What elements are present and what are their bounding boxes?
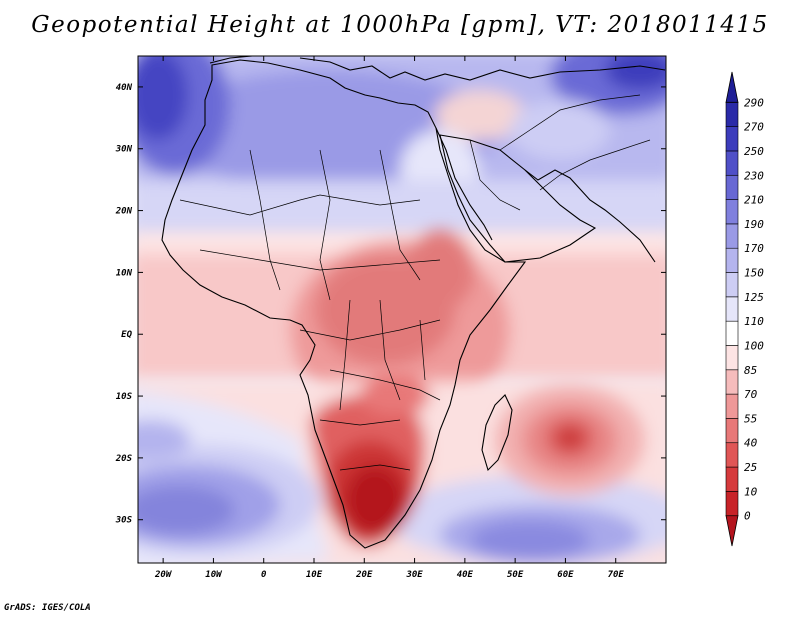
colorbar-label: 110 [744,315,764,328]
colorbar-label: 25 [744,461,757,474]
colorbar-cell [725,491,739,516]
plot-frame [137,55,667,564]
colorbar-cell [725,102,739,127]
x-tick-label: 10W [205,570,223,580]
y-tick-label: 20N [115,207,133,217]
height-field [138,56,666,563]
colorbar-cell [725,126,739,152]
colorbar-label: 170 [744,242,764,255]
colorbar-label: 40 [744,437,758,450]
y-tick-label: 30S [115,516,133,526]
colorbar: 0 10 25 40 55 70 85 100 110 125 150 170 190 210 230 250… [725,71,764,547]
colorbar-cell [725,320,739,346]
colorbar-label: 210 [744,194,764,207]
y-tick-label: 20S [115,454,133,464]
colorbar-label: 190 [744,218,764,231]
colorbar-label: 250 [744,145,764,158]
grads-credit: GrADS: IGES/COLA [4,603,91,613]
x-tick-label: 40E [457,570,474,580]
country-borders [179,94,651,471]
colorbar-cell [725,71,739,103]
colorbar-label: 290 [744,96,764,109]
x-tick-label: 20E [355,570,373,580]
colorbar-cell [725,223,739,249]
x-tick-label: 50E [507,570,524,580]
colorbar-cell [725,515,739,547]
x-tick-label: 10E [306,570,323,580]
madagascar [481,394,513,472]
colorbar-cell [725,418,739,444]
chart-title: Geopotential Height at 1000hPa [gpm], VT… [31,12,769,38]
mediterranean-north [209,56,666,81]
y-tick-label: 10N [116,268,133,278]
y-axis: 40N 30N 20N 10N EQ 10S 20S 30S [115,83,666,526]
southern-field [138,375,666,563]
x-tick-label: 20W [154,570,173,580]
y-tick-label: 40N [116,83,133,93]
colorbar-cell [725,272,739,298]
colorbar-label: 55 [744,412,757,425]
colorbar-cell [725,393,739,419]
x-tick-label: 70E [608,570,625,580]
y-tick-label: 30N [115,145,133,155]
arabian-peninsula [439,134,597,263]
x-tick-label: 60E [557,570,574,580]
colorbar-label: 10 [744,485,758,498]
colorbar-label: 100 [744,339,764,352]
colorbar-cell [725,247,739,273]
colorbar-cell [725,369,739,395]
colorbar-label: 70 [744,388,758,401]
africa-coastline [161,59,527,549]
colorbar-cell [725,466,739,492]
colorbar-label: 150 [744,267,764,280]
x-tick-label: 30E [405,570,423,580]
colorbar-cell [725,345,739,371]
colorbar-label: 0 [744,510,751,523]
x-axis: 20W 10W 0 10E 20E 30E 40E 50E 60E 70E [154,56,624,580]
colorbar-label: 230 [744,169,764,182]
colorbar-cell [725,296,739,322]
colorbar-label: 125 [744,291,764,304]
y-tick-label: EQ [121,330,132,340]
colorbar-cell [725,174,739,200]
colorbar-cell [725,442,739,468]
colorbar-cell [725,199,739,225]
coastlines [161,56,666,549]
colorbar-label: 85 [744,364,757,377]
red-sea-gulf [435,127,656,263]
colorbar-cell [725,150,739,176]
x-tick-label: 0 [261,570,267,580]
colorbar-label: 270 [744,121,764,134]
y-tick-label: 10S [116,392,133,402]
